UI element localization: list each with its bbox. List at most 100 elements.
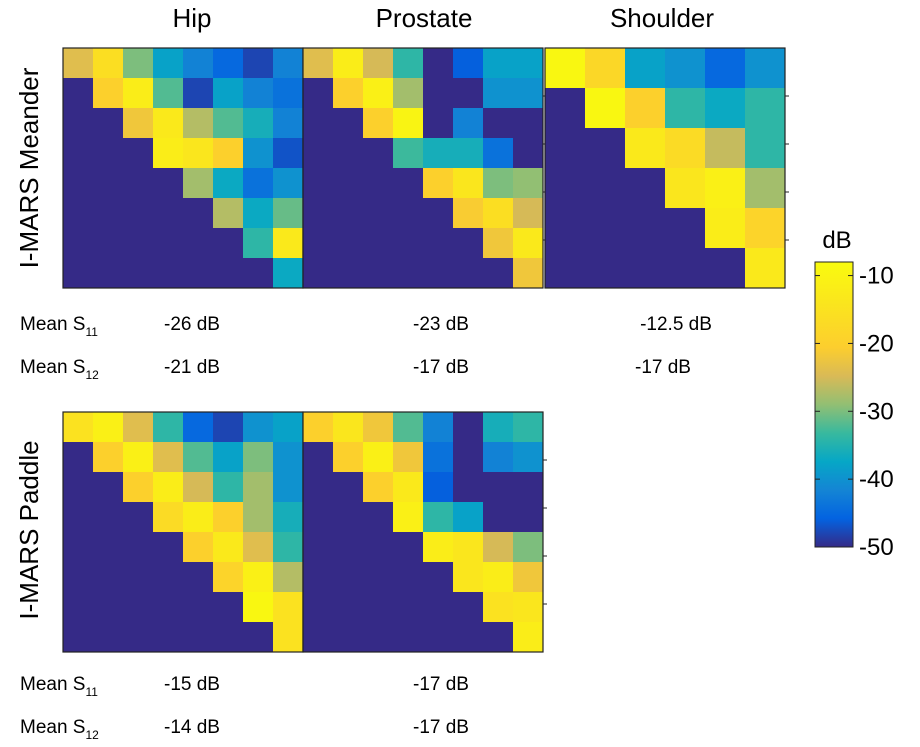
heatmap-cell [513,562,544,593]
heatmap-cell [123,562,154,593]
heatmap-cell [333,412,364,443]
heatmap-cell [213,472,244,503]
heatmap-cell [483,472,514,503]
heatmap-cell [123,78,154,109]
heatmap-cell [213,442,244,473]
heatmap-cell [123,532,154,563]
heatmap-cell [333,562,364,593]
heatmap-cell [153,228,184,259]
heatmap-cell [483,412,514,443]
heatmap-cell [363,48,394,79]
heatmap-cell [243,168,274,199]
heatmap-cell [63,622,94,653]
stat-label-meander-s12: Mean S12 [20,357,99,382]
heatmap-cell [513,258,544,289]
heatmap-cell [423,108,454,139]
heatmap-cell [273,532,304,563]
heatmap-cell [63,472,94,503]
heatmap-cell [153,258,184,289]
panel-border [544,47,786,289]
heatmap-cell [273,562,304,593]
heatmap-cell [93,412,124,443]
heatmap-cell [243,472,274,503]
heatmap-paddle-hip [62,411,307,653]
heatmap-cell [93,168,124,199]
heatmap-cell [243,502,274,533]
heatmap-cell [123,502,154,533]
heatmap-cell [423,412,454,443]
heatmap-cell [273,502,304,533]
heatmap-cell [483,622,514,653]
heatmap-cell [453,622,484,653]
heatmap-cell [183,622,214,653]
heatmap-cell [333,108,364,139]
heatmap-cell [745,248,786,289]
heatmap-cell [625,128,666,169]
heatmap-cell [453,78,484,109]
heatmap-cell [513,78,544,109]
heatmap-cell [273,472,304,503]
column-title-hip: Hip [172,3,211,33]
heatmap-cell [423,502,454,533]
heatmap-cell [745,168,786,209]
heatmap-cell [665,48,706,89]
heatmap-cell [483,168,514,199]
heatmap-cell [545,248,586,289]
heatmap-cell [453,48,484,79]
heatmap-cell [243,228,274,259]
heatmap-cell [243,442,274,473]
heatmap-cell [423,138,454,169]
colorbar-title: dB [822,227,851,254]
heatmap-cell [545,48,586,89]
heatmap-cell [665,88,706,129]
heatmap-cell [183,108,214,139]
heatmap-cell [93,48,124,79]
heatmap-cell [183,472,214,503]
stat-value-meander-prostate-s11: -23 dB [413,314,469,335]
heatmap-cell [513,412,544,443]
heatmap-cell [303,472,334,503]
heatmap-cell [63,138,94,169]
heatmap-cell [393,258,424,289]
heatmap-cell [363,502,394,533]
heatmap-cell [183,592,214,623]
stat-label-meander-s11: Mean S11 [20,314,98,339]
heatmap-cell [243,78,274,109]
heatmap-cell [423,258,454,289]
row-label-paddle: I-MARS Paddle [14,440,44,619]
heatmap-cell [273,48,304,79]
heatmap-cell [93,78,124,109]
heatmap-cell [273,168,304,199]
heatmap-cell [213,228,244,259]
heatmap-cell [63,592,94,623]
heatmap-cell [183,442,214,473]
heatmap-cell [183,258,214,289]
heatmap-cell [423,48,454,79]
heatmap-cell [625,248,666,289]
heatmap-cell [153,502,184,533]
heatmap-cell [273,442,304,473]
heatmap-cell [93,442,124,473]
heatmap-cell [243,138,274,169]
heatmap-meander-prostate [302,47,547,289]
heatmap-cell [213,78,244,109]
heatmap-cell [363,78,394,109]
heatmap-cell [93,258,124,289]
heatmap-cell [483,562,514,593]
heatmap-cell [513,168,544,199]
heatmap-cell [363,258,394,289]
heatmap-cell [483,48,514,79]
heatmap-cell [705,48,746,89]
heatmap-cell [333,472,364,503]
heatmap-cell [303,108,334,139]
heatmap-cell [243,532,274,563]
heatmap-paddle-prostate [302,411,547,653]
heatmap-cell [153,442,184,473]
heatmap-cell [243,562,274,593]
row-label-meander: I-MARS Meander [14,67,44,268]
heatmap-cell [303,258,334,289]
heatmap-cell [393,228,424,259]
heatmap-cell [93,502,124,533]
heatmap-cell [213,138,244,169]
